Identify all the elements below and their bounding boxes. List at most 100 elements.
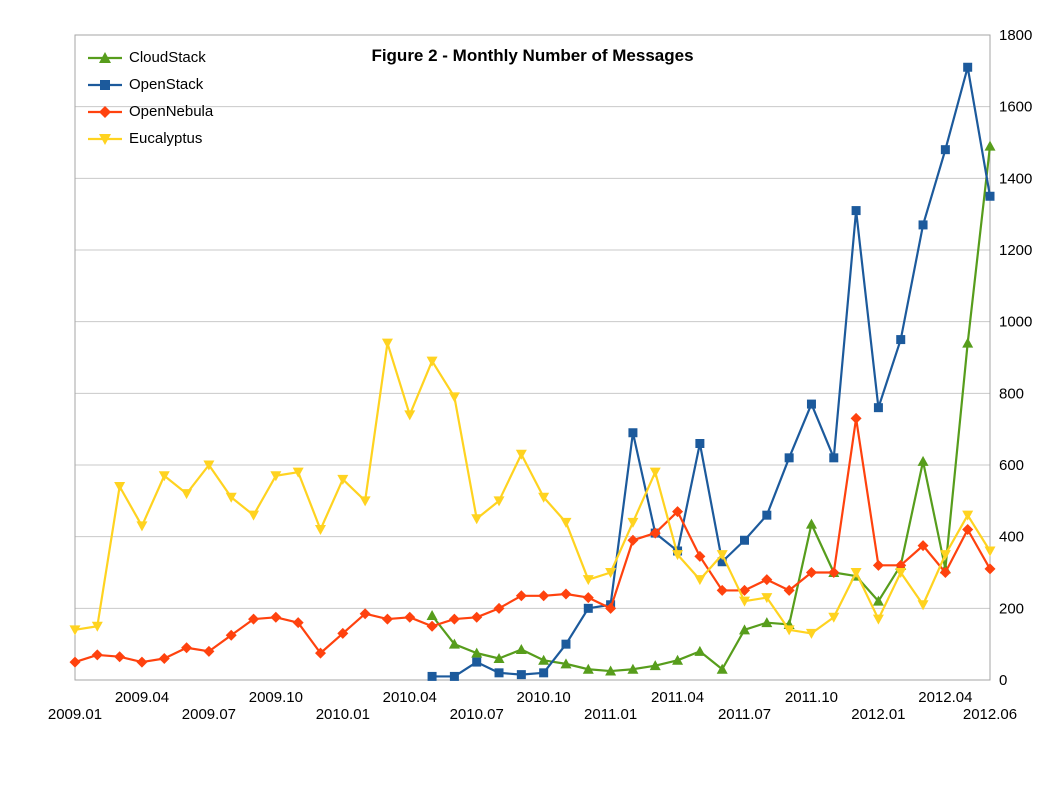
opennebula-marker-icon — [850, 412, 862, 424]
x-tick-label: 2012.06 — [963, 706, 1017, 723]
series-openstack — [427, 62, 995, 681]
eucalyptus-marker-icon — [359, 496, 371, 507]
eucalyptus-marker-icon — [292, 467, 304, 478]
cloudstack-legend-marker-icon — [88, 51, 122, 63]
eucalyptus-marker-icon — [136, 521, 148, 532]
opennebula-marker-icon — [337, 627, 349, 639]
openstack-marker-icon — [427, 671, 437, 681]
x-tick-label: 2010.07 — [450, 706, 504, 723]
cloudstack-marker-icon — [739, 624, 751, 635]
cloudstack-marker-icon — [515, 644, 527, 655]
legend-item-opennebula: OpenNebula — [88, 98, 213, 125]
cloudstack-marker-icon — [493, 653, 505, 663]
opennebula-marker-icon — [605, 602, 617, 614]
series-cloudstack — [426, 140, 996, 676]
opennebula-marker-icon — [158, 653, 170, 664]
openstack-marker-icon — [494, 668, 504, 678]
opennebula-marker-icon — [359, 608, 371, 620]
legend-item-cloudstack: CloudStack — [88, 44, 213, 71]
openstack-marker-icon — [918, 220, 928, 230]
opennebula-marker-icon — [872, 559, 884, 571]
openstack-marker-icon — [583, 603, 593, 613]
cloudstack-marker-icon — [962, 337, 974, 348]
y-tick-label: 800 — [999, 385, 1024, 402]
legend-label: OpenNebula — [129, 103, 214, 120]
cloudstack-marker-icon — [582, 663, 594, 674]
eucalyptus-marker-icon — [872, 614, 884, 625]
eucalyptus-marker-icon — [69, 625, 81, 636]
cloudstack-marker-icon — [560, 658, 572, 669]
x-tick-label: 2009.01 — [48, 706, 102, 723]
cloudstack-marker-icon — [761, 617, 773, 628]
y-tick-label: 400 — [999, 529, 1024, 546]
openstack-marker-icon — [561, 639, 571, 649]
openstack-marker-icon — [628, 428, 638, 438]
series-line-eucalyptus — [74, 342, 991, 635]
cloudstack-marker-icon — [605, 665, 617, 676]
y-tick-label: 200 — [999, 600, 1024, 617]
openstack-marker-icon — [940, 145, 950, 155]
opennebula-marker-icon — [761, 574, 773, 586]
cloudstack-marker-icon — [672, 654, 684, 665]
opennebula-marker-icon — [181, 642, 193, 654]
eucalyptus-marker-icon — [582, 575, 594, 586]
y-tick-label: 1800 — [999, 27, 1032, 44]
x-tick-label: 2010.01 — [316, 706, 370, 723]
openstack-marker-icon — [873, 403, 883, 413]
eucalyptus-marker-icon — [627, 517, 639, 528]
eucalyptus-marker-icon — [917, 600, 929, 611]
openstack-marker-icon — [449, 671, 459, 681]
openstack-marker-icon — [806, 399, 816, 409]
opennebula-marker-icon — [716, 584, 728, 596]
cloudstack-marker-icon — [716, 663, 728, 674]
opennebula-marker-icon — [672, 506, 684, 518]
eucalyptus-marker-icon — [805, 628, 817, 639]
eucalyptus-legend-marker-icon — [88, 133, 122, 145]
eucalyptus-marker-icon — [404, 410, 416, 421]
opennebula-marker-icon — [560, 588, 572, 600]
opennebula-marker-icon — [292, 617, 304, 629]
opennebula-marker-icon — [939, 567, 951, 578]
eucalyptus-marker-icon — [739, 596, 751, 607]
x-tick-label: 2009.07 — [182, 706, 236, 723]
openstack-marker-icon — [539, 668, 549, 678]
opennebula-marker-icon — [314, 647, 326, 659]
cloudstack-marker-icon — [805, 518, 817, 529]
eucalyptus-marker-icon — [203, 460, 215, 471]
eucalyptus-marker-icon — [225, 492, 237, 503]
eucalyptus-marker-icon — [337, 474, 349, 485]
cloudstack-marker-icon — [917, 455, 929, 466]
series-opennebula — [69, 412, 996, 668]
eucalyptus-marker-icon — [314, 525, 326, 535]
x-tick-label: 2011.01 — [584, 706, 637, 723]
legend-label: CloudStack — [129, 49, 206, 66]
eucalyptus-marker-icon — [471, 514, 483, 525]
eucalyptus-marker-icon — [248, 510, 260, 521]
opennebula-marker-icon — [136, 656, 148, 668]
opennebula-marker-icon — [225, 629, 237, 641]
cloudstack-marker-icon — [872, 595, 884, 606]
series-line-openstack — [432, 66, 992, 678]
opennebula-marker-icon — [627, 534, 639, 546]
y-tick-label: 1000 — [999, 314, 1032, 331]
eucalyptus-marker-icon — [962, 510, 974, 521]
openstack-marker-icon — [762, 510, 772, 520]
opennebula-marker-icon — [471, 611, 483, 623]
y-tick-label: 1400 — [999, 170, 1032, 187]
eucalyptus-marker-icon — [114, 482, 126, 492]
x-tick-label: 2010.04 — [383, 689, 437, 706]
eucalyptus-marker-icon — [828, 612, 840, 623]
eucalyptus-marker-icon — [895, 568, 907, 578]
y-tick-label: 1600 — [999, 99, 1032, 116]
eucalyptus-marker-icon — [783, 625, 795, 636]
opennebula-marker-icon — [805, 567, 817, 578]
x-tick-label: 2012.01 — [851, 706, 905, 723]
openstack-marker-icon — [516, 670, 526, 680]
y-tick-label: 0 — [999, 672, 1007, 689]
eucalyptus-marker-icon — [158, 471, 170, 482]
legend-label: Eucalyptus — [129, 130, 203, 147]
x-tick-label: 2011.04 — [651, 689, 704, 706]
eucalyptus-marker-icon — [181, 489, 193, 500]
